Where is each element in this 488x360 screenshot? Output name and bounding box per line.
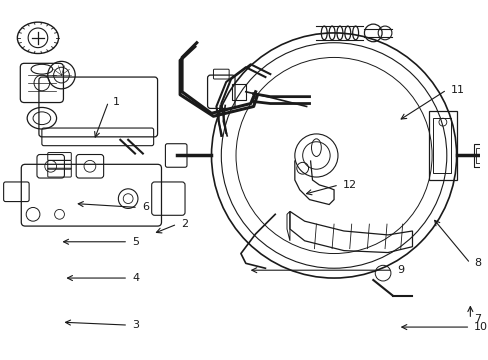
Text: 2: 2 — [181, 219, 188, 229]
Text: 5: 5 — [132, 237, 139, 247]
Text: 6: 6 — [142, 202, 148, 212]
Text: 8: 8 — [473, 258, 480, 268]
Text: 3: 3 — [132, 320, 139, 330]
Text: 12: 12 — [342, 180, 356, 190]
Text: 1: 1 — [112, 96, 119, 107]
Text: 11: 11 — [450, 85, 464, 95]
Text: 7: 7 — [473, 314, 480, 324]
Text: 9: 9 — [396, 265, 403, 275]
Text: 10: 10 — [473, 322, 487, 332]
Text: 4: 4 — [132, 273, 139, 283]
